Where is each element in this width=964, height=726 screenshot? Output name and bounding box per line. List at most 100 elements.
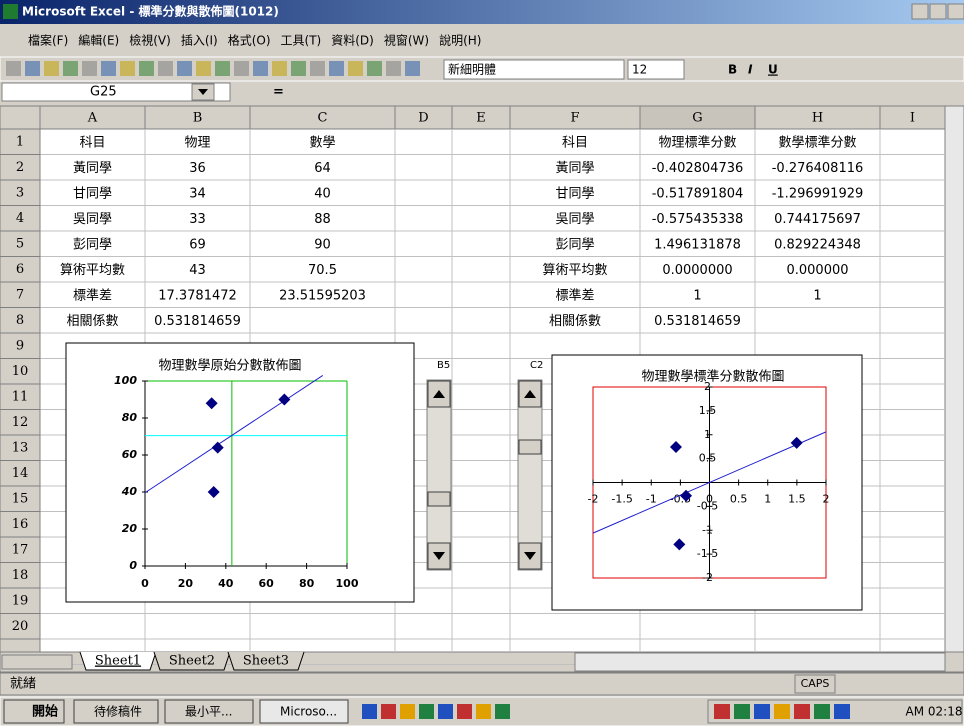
toolbar-icon[interactable] [6, 61, 21, 76]
toolbar-icon[interactable] [25, 61, 40, 76]
toolbar-icon[interactable] [82, 61, 97, 76]
row-header[interactable] [0, 638, 41, 653]
toolbar-icon[interactable] [101, 61, 116, 76]
toolbar-icon[interactable] [310, 61, 325, 76]
name-box[interactable] [1, 82, 231, 102]
toolbar-icon[interactable] [291, 61, 306, 76]
quick-launch-icon[interactable] [495, 704, 510, 719]
cell: 相關係數 [549, 314, 601, 329]
cell: 物理 [184, 135, 210, 150]
cell: 吳同學 [555, 212, 594, 227]
tab-nav[interactable] [1, 654, 73, 670]
trendline [144, 375, 324, 494]
quick-launch-icon[interactable] [362, 704, 377, 719]
toolbar-icon[interactable] [329, 61, 344, 76]
formula-bar [0, 82, 964, 104]
scroll-thumb[interactable] [427, 491, 451, 507]
menu-item[interactable]: 格式(O) [228, 33, 271, 48]
tray-icon[interactable] [794, 704, 810, 719]
menu-item[interactable]: 說明(H) [439, 33, 481, 48]
cell: 70.5 [308, 263, 337, 278]
row-header[interactable] [0, 128, 41, 155]
cell: 算術平均數 [542, 263, 607, 278]
tray-icon[interactable] [734, 704, 750, 719]
size-box[interactable] [627, 59, 685, 80]
sheet-tab-label: Sheet2 [169, 654, 215, 669]
sheet-tab[interactable] [227, 651, 305, 671]
taskbar-item[interactable] [73, 699, 159, 724]
row-header[interactable] [0, 434, 41, 461]
row-header[interactable] [0, 587, 41, 614]
cell: 物理標準分數 [658, 134, 736, 150]
cell: 黃同學 [555, 161, 594, 176]
maximize-button[interactable] [929, 3, 947, 20]
toolbar-icon[interactable] [196, 61, 211, 76]
row-header[interactable] [0, 281, 41, 308]
tray-icon[interactable] [714, 704, 730, 719]
font-box[interactable] [443, 59, 625, 80]
sheet-tab[interactable] [79, 651, 157, 671]
toolbar-icon[interactable] [215, 61, 230, 76]
quick-launch-icon[interactable] [381, 704, 396, 719]
row-label: 16 [12, 517, 29, 532]
format-button[interactable]: U [768, 63, 778, 77]
cell: 1.496131878 [654, 237, 741, 252]
toolbar-icon[interactable] [253, 61, 268, 76]
taskbar-item-label: 最小平... [185, 705, 232, 719]
tray-icon[interactable] [814, 704, 830, 719]
menu-item[interactable]: 視窗(W) [384, 33, 429, 48]
toolbar-icon[interactable] [177, 61, 192, 76]
tray-icon[interactable] [774, 704, 790, 719]
row-header[interactable] [0, 205, 41, 232]
toolbar-icon[interactable] [139, 61, 154, 76]
quick-launch-icon[interactable] [457, 704, 472, 719]
quick-launch-icon[interactable] [438, 704, 453, 719]
toolbar-icon[interactable] [367, 61, 382, 76]
y-tick-label: -1 [702, 523, 713, 536]
quick-launch-icon[interactable] [476, 704, 491, 719]
horizontal-scrollbar[interactable] [574, 652, 946, 672]
column-header[interactable] [879, 105, 946, 130]
vertical-scrollbar[interactable] [944, 105, 964, 653]
toolbar-icon[interactable] [405, 61, 420, 76]
minimize-button[interactable] [911, 3, 929, 20]
menu-item[interactable]: 檔案(F) [28, 33, 68, 48]
menu-item[interactable]: 工具(T) [281, 34, 322, 48]
format-button[interactable]: I [748, 63, 753, 77]
toolbar-icon[interactable] [272, 61, 287, 76]
toolbar-icon[interactable] [234, 61, 249, 76]
sheet-tab[interactable] [153, 651, 231, 671]
taskbar-item[interactable] [259, 699, 349, 724]
cell: 1 [813, 288, 821, 303]
row-label: 14 [12, 466, 29, 481]
x-tick-label: 100 [336, 577, 359, 590]
quick-launch-icon[interactable] [419, 704, 434, 719]
quick-launch-icon[interactable] [400, 704, 415, 719]
menu-item[interactable]: 檢視(V) [129, 33, 171, 48]
row-header[interactable] [0, 154, 41, 181]
format-button[interactable]: B [728, 63, 737, 77]
toolbar-icon[interactable] [386, 61, 401, 76]
close-button[interactable] [947, 3, 964, 20]
scroll-thumb[interactable] [518, 439, 542, 455]
toolbar-icon[interactable] [63, 61, 78, 76]
scroll-control[interactable] [517, 379, 543, 571]
chart-title: 物理數學標準分數散佈圖 [641, 369, 784, 385]
x-tick-label: 40 [218, 577, 234, 590]
cell: 34 [189, 186, 206, 201]
toolbar-icon[interactable] [158, 61, 173, 76]
toolbar-icon[interactable] [120, 61, 135, 76]
menu-item[interactable]: 編輯(E) [78, 33, 119, 48]
menu-item[interactable]: 資料(D) [331, 34, 374, 48]
menu-item[interactable]: 插入(I) [181, 34, 218, 48]
toolbar-icon[interactable] [44, 61, 59, 76]
row-header[interactable] [0, 536, 41, 563]
cell: -0.517891804 [652, 186, 744, 201]
scroll-control[interactable] [426, 379, 452, 571]
row-header[interactable] [0, 256, 41, 283]
toolbar-icon[interactable] [348, 61, 363, 76]
start-button[interactable] [3, 699, 65, 724]
tray-icon[interactable] [754, 704, 770, 719]
taskbar-item[interactable] [164, 699, 254, 724]
tray-icon[interactable] [834, 704, 850, 719]
